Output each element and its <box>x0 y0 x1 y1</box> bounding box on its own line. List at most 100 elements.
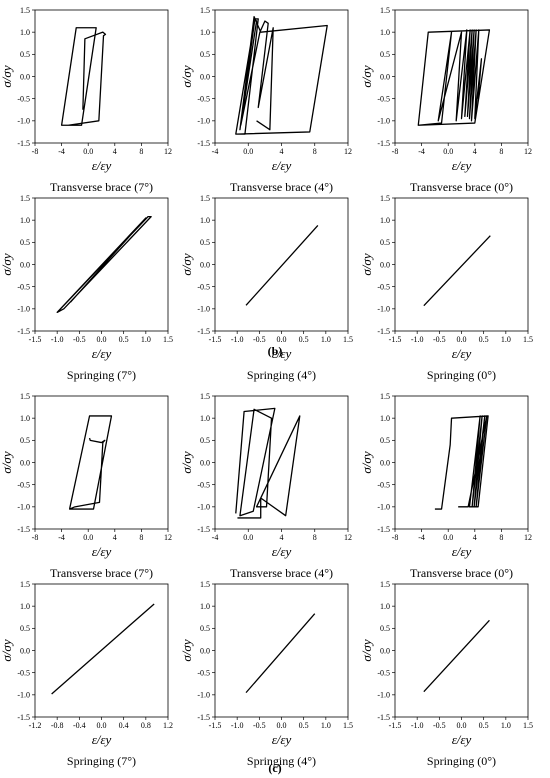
x-tick-label: 1.0 <box>321 721 331 730</box>
x-tick-label: 1.5 <box>343 721 353 730</box>
x-axis-label-text: ε/εy <box>92 732 112 747</box>
x-tick-label: 4 <box>473 147 477 156</box>
y-tick-label: 0.0 <box>380 458 390 467</box>
y-tick-label: 0.5 <box>380 624 390 633</box>
y-axis-label-text: σ/σy <box>359 253 374 275</box>
x-tick-label: -0.5 <box>433 721 446 730</box>
x-tick-label: 12 <box>344 533 352 542</box>
y-axis-label-text: σ/σy <box>359 65 374 87</box>
y-axis-label: σ/σy <box>359 65 374 87</box>
x-tick-label: 8 <box>313 147 317 156</box>
chart-6: -1.5 -1.0 -0.5 0.0 0.5 1.0 1.5 -1.5 -1.0 -0.5 0.0 0… <box>359 194 533 382</box>
y-tick-label: -1.0 <box>17 691 30 700</box>
y-tick-label: -1.5 <box>17 139 30 148</box>
x-tick-label: -1.5 <box>389 721 402 730</box>
x-tick-label: 0.8 <box>141 721 151 730</box>
y-tick-label: -1.0 <box>377 503 390 512</box>
y-tick-label: 0.0 <box>380 646 390 655</box>
y-tick-label: 1.0 <box>200 216 210 225</box>
series-line-1 <box>245 613 316 694</box>
y-tick-label: 0.5 <box>380 436 390 445</box>
y-axis-label-text: σ/σy <box>359 451 374 473</box>
x-axis-label: ε/εy <box>92 346 112 361</box>
series-line-1 <box>235 407 301 519</box>
chart-8: -4 0.0 4 8 12 -1.5 -1.0 -0.5 0.0 0.5 1.0 1.5 ε/εy σ/σ… <box>179 392 352 580</box>
x-tick-label: -0.4 <box>73 721 86 730</box>
x-tick-label: 12 <box>164 533 172 542</box>
y-axis-label: σ/σy <box>0 253 14 275</box>
y-tick-label: -1.0 <box>17 503 30 512</box>
panel-label-c: (c) <box>268 761 281 775</box>
x-tick-label: 8 <box>139 147 143 156</box>
y-tick-label: -0.5 <box>197 94 210 103</box>
y-tick-label: -1.5 <box>197 525 210 534</box>
y-tick-label: 0.0 <box>200 260 210 269</box>
y-tick-label: -1.0 <box>17 305 30 314</box>
x-tick-label: -4 <box>58 147 65 156</box>
x-tick-label: 4 <box>473 533 477 542</box>
x-tick-label: 1.5 <box>523 335 533 344</box>
y-tick-label: 0.5 <box>380 50 390 59</box>
x-axis-label-text: ε/εy <box>452 732 472 747</box>
x-tick-label: 1.0 <box>141 335 151 344</box>
x-axis-label-text: ε/εy <box>272 158 292 173</box>
series-line-1 <box>423 619 490 693</box>
y-axis-label: σ/σy <box>179 65 194 87</box>
x-tick-label: 12 <box>344 147 352 156</box>
y-axis-label-text: σ/σy <box>0 253 14 275</box>
y-axis-label-text: σ/σy <box>0 65 14 87</box>
y-tick-label: 1.5 <box>380 392 390 401</box>
y-tick-label: 1.5 <box>380 194 390 203</box>
y-tick-label: 1.0 <box>200 28 210 37</box>
series-line-1 <box>68 415 113 510</box>
chart-title: Transverse brace (7°) <box>50 180 153 194</box>
y-tick-label: 0.0 <box>20 72 30 81</box>
y-tick-label: 0.0 <box>200 458 210 467</box>
y-tick-label: 1.0 <box>20 28 30 37</box>
x-tick-label: 0.5 <box>479 335 489 344</box>
x-tick-label: 1.0 <box>321 335 331 344</box>
x-tick-label: -0.5 <box>253 335 266 344</box>
x-tick-label: -1.0 <box>411 721 424 730</box>
plot-frame <box>214 197 349 332</box>
x-axis-label-text: ε/εy <box>92 158 112 173</box>
y-tick-label: 1.0 <box>380 602 390 611</box>
x-axis-label: ε/εy <box>92 158 112 173</box>
plot-frame <box>214 395 349 530</box>
x-tick-label: 1.0 <box>501 335 511 344</box>
chart-title: Springing (7°) <box>67 754 136 768</box>
x-tick-label: 0.0 <box>83 147 93 156</box>
x-tick-label: 0.0 <box>457 335 467 344</box>
x-tick-label: -8 <box>392 533 399 542</box>
y-tick-label: -0.5 <box>377 94 390 103</box>
y-tick-label: -1.5 <box>377 525 390 534</box>
x-tick-label: 0.5 <box>299 335 309 344</box>
y-tick-label: -0.5 <box>377 282 390 291</box>
y-tick-label: -1.5 <box>197 327 210 336</box>
y-tick-label: -1.5 <box>17 525 30 534</box>
series-line-1 <box>245 225 319 306</box>
chart-title: Springing (0°) <box>427 368 496 382</box>
panel-label-b: (b) <box>268 344 283 358</box>
x-tick-label: -1.2 <box>29 721 42 730</box>
y-tick-label: -0.5 <box>377 480 390 489</box>
y-tick-label: 1.0 <box>20 602 30 611</box>
x-tick-label: -0.5 <box>253 721 266 730</box>
series-line-1 <box>235 15 328 135</box>
y-tick-label: 1.5 <box>20 580 30 589</box>
chart-4: -1.5 -1.0 -0.5 0.0 0.5 1.0 1.5 -1.5 -1.0 -0.5 0.0 0… <box>0 194 173 382</box>
x-tick-label: -1.5 <box>29 335 42 344</box>
x-tick-label: -4 <box>418 147 425 156</box>
y-tick-label: -1.5 <box>197 139 210 148</box>
x-tick-label: -1.0 <box>231 721 244 730</box>
x-axis-label-text: ε/εy <box>272 346 292 361</box>
chart-title: Springing (0°) <box>427 754 496 768</box>
chart-title: Springing (4°) <box>247 754 316 768</box>
x-tick-label: 8 <box>313 533 317 542</box>
chart-title: Springing (7°) <box>67 368 136 382</box>
y-axis-label: σ/σy <box>0 639 14 661</box>
y-tick-label: 1.5 <box>20 392 30 401</box>
chart-title: Transverse brace (7°) <box>50 566 153 580</box>
x-tick-label: -1.0 <box>51 335 64 344</box>
x-tick-label: -4 <box>212 533 219 542</box>
